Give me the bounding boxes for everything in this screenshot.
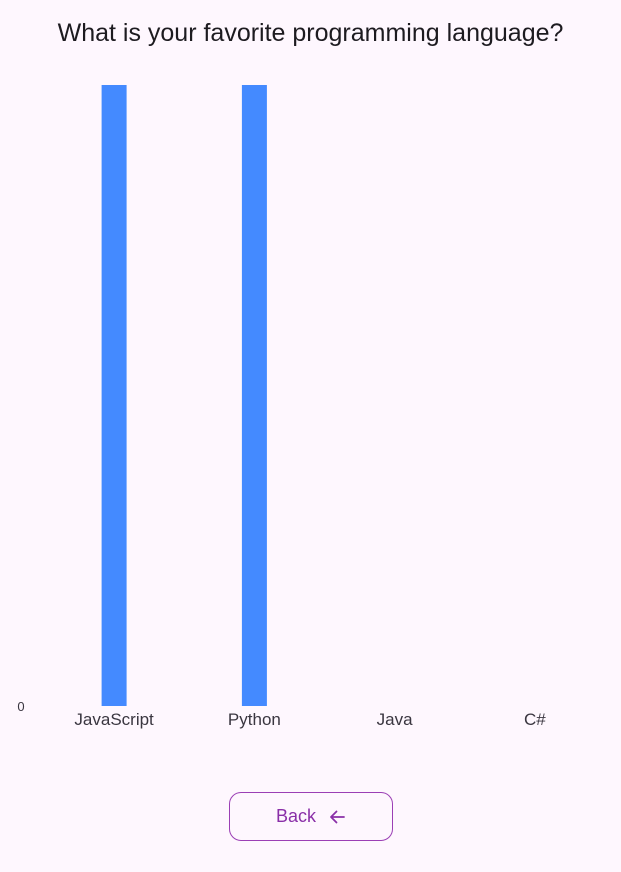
x-axis-labels: JavaScript Python Java C#	[74, 710, 546, 729]
y-tick-label: 0	[17, 699, 24, 714]
bar-javascript	[101, 85, 127, 706]
bar-chart: JavaScript Python Java C# 0	[17, 85, 546, 729]
question-title: What is your favorite programming langua…	[57, 19, 564, 47]
back-button-label: Back	[275, 806, 317, 826]
bar-python	[241, 85, 267, 706]
arrow-left-icon	[328, 808, 346, 826]
x-tick-label-javascript: JavaScript	[74, 710, 154, 729]
x-tick-label-java: Java	[377, 710, 413, 729]
y-axis-labels: 0	[17, 699, 24, 714]
x-tick-label-python: Python	[228, 710, 281, 729]
bars-group	[101, 85, 267, 706]
x-tick-label-c: C#	[524, 710, 546, 729]
back-button[interactable]: Back	[229, 792, 393, 841]
